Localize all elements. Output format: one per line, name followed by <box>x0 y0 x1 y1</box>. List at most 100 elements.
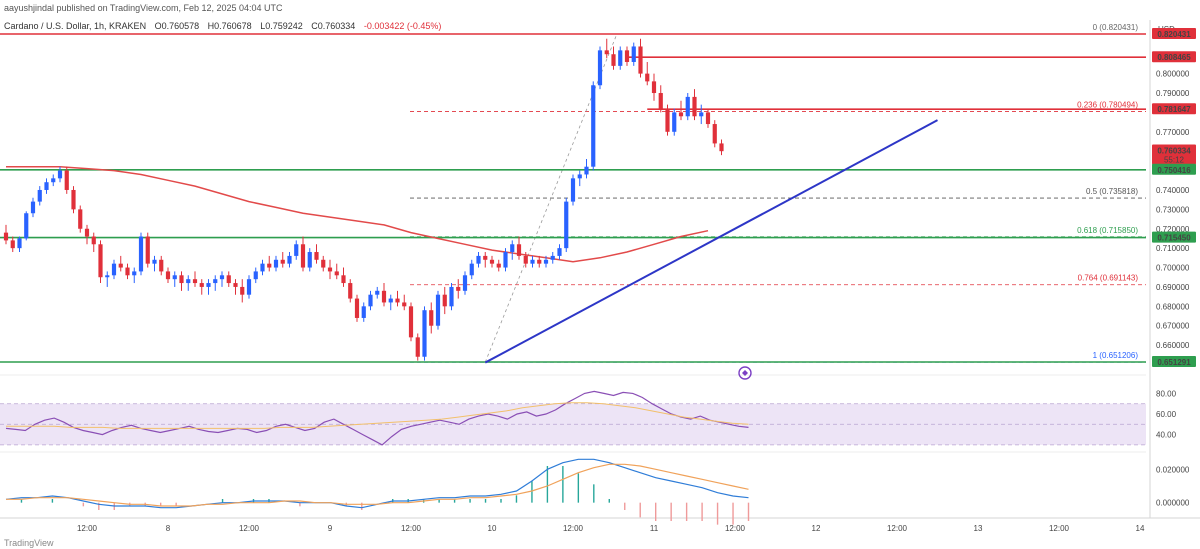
candle-body <box>145 236 150 264</box>
candle <box>3 224 9 245</box>
candle <box>456 279 461 299</box>
candle-body <box>564 201 569 249</box>
candle <box>30 197 36 218</box>
candle <box>516 236 522 260</box>
candle <box>368 290 373 311</box>
candle-body <box>604 50 609 55</box>
price-level-tag <box>1152 103 1196 115</box>
candle-body <box>348 283 353 299</box>
candle-body <box>537 259 542 264</box>
price-level-tag <box>1152 28 1196 39</box>
ascending-trendline <box>484 119 938 364</box>
candle-body <box>334 271 339 276</box>
candle-body <box>51 178 56 183</box>
candle <box>273 255 279 272</box>
price-tick-label: 0.690000 <box>1156 283 1190 292</box>
macd-tick-label: 0.020000 <box>1156 465 1190 474</box>
price-level-tag <box>1152 163 1196 175</box>
candle <box>314 244 319 264</box>
candle <box>125 263 130 280</box>
time-tick-label: 13 <box>974 524 983 533</box>
fib-level-label: 1 (0.651206) <box>1093 351 1139 360</box>
rsi-signal-line <box>6 402 749 429</box>
candle-body <box>442 294 447 307</box>
candle-body <box>84 228 90 237</box>
candle <box>591 81 596 171</box>
time-tick-label: 12:00 <box>239 524 260 533</box>
replay-icon-ring <box>738 366 752 380</box>
candle-body <box>233 283 238 287</box>
candle-body <box>3 232 9 241</box>
candle <box>631 42 636 66</box>
candle <box>719 139 724 156</box>
price-level-tag-label: 0.781647 <box>1157 105 1191 114</box>
candle-body <box>294 244 299 256</box>
rsi-tick-label: 40.00 <box>1156 431 1177 440</box>
candle <box>658 85 663 113</box>
candle <box>651 73 657 101</box>
candle <box>213 275 218 291</box>
candle <box>530 255 535 268</box>
candle-body <box>105 275 110 278</box>
price-tick-label: 0.680000 <box>1156 302 1190 311</box>
candle <box>307 248 312 272</box>
time-tick-label: 11 <box>650 524 659 533</box>
candle-body <box>17 238 22 249</box>
candle <box>111 259 117 280</box>
candle <box>186 275 191 291</box>
rsi-tick-label: 60.00 <box>1156 410 1177 419</box>
candle-body <box>631 46 636 62</box>
candle <box>624 46 630 66</box>
macd-tick-label: 0.000000 <box>1156 499 1190 508</box>
candle-body <box>111 263 117 276</box>
candle <box>37 186 42 206</box>
candle-body <box>24 213 29 239</box>
candle-body <box>10 240 15 249</box>
candle <box>294 240 299 260</box>
candle-body <box>456 286 461 291</box>
candle-body <box>240 286 245 295</box>
candle <box>611 46 616 70</box>
candle <box>152 255 157 272</box>
candle <box>159 255 164 276</box>
candle-body <box>449 286 454 307</box>
rsi-line <box>5 390 749 446</box>
candle-body <box>685 96 690 117</box>
candle <box>685 93 690 121</box>
candle-body <box>44 182 49 190</box>
candle-body <box>138 236 144 272</box>
candle-body <box>570 178 576 202</box>
time-tick-label: 14 <box>1136 524 1145 533</box>
candle <box>321 255 326 272</box>
candle-body <box>496 263 501 268</box>
candle-body <box>246 279 252 295</box>
candle-body <box>489 259 495 264</box>
candle-body <box>483 255 488 260</box>
price-level-tag-label: 0.760334 <box>1157 147 1191 156</box>
candle <box>246 275 252 299</box>
fib-level-label: 0.764 (0.691143) <box>1078 274 1139 283</box>
candle <box>665 104 670 136</box>
candle-body <box>516 244 522 256</box>
candle <box>692 89 697 121</box>
candle <box>550 252 555 264</box>
price-level-tag-label: 0.808465 <box>1157 53 1191 62</box>
macd-line <box>5 458 749 509</box>
candle-body <box>557 248 562 256</box>
time-tick-label: 8 <box>166 524 171 533</box>
candle-body <box>300 244 306 268</box>
candle <box>705 108 711 128</box>
candle-body <box>199 283 204 287</box>
candle <box>260 259 265 276</box>
candle <box>17 236 22 253</box>
candle-body <box>361 306 366 318</box>
candle <box>57 166 63 183</box>
candle-body <box>645 73 650 82</box>
countdown-label: 55:12 <box>1164 156 1185 165</box>
price-level-tag <box>1152 144 1196 165</box>
candle <box>449 283 454 311</box>
candle-body <box>678 112 684 117</box>
candle-body <box>78 209 83 229</box>
candle-body <box>699 112 704 117</box>
